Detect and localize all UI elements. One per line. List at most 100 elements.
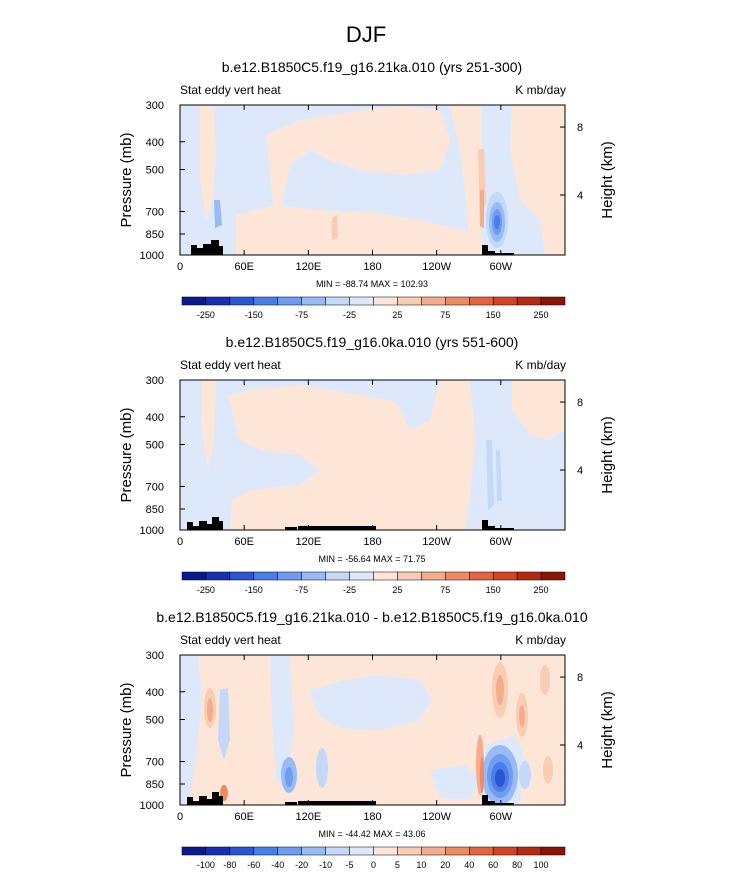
colorbar-swatch: [373, 571, 398, 581]
colorbar-swatch: [516, 296, 542, 306]
colorbar-swatch: [205, 846, 231, 856]
positive-region: [496, 675, 504, 705]
colorbar-label: -150: [245, 310, 263, 320]
negative-region: [214, 200, 222, 228]
x-tick-label: 60E: [234, 261, 254, 273]
colorbar-swatch: [277, 571, 302, 581]
y-tick-label: 500: [146, 440, 164, 452]
colorbar-label: -20: [295, 860, 308, 870]
min-max-stats: MIN = -44.42 MAX = 43.06: [318, 829, 425, 839]
topography-mask: [285, 527, 297, 530]
y-tick-label: 850: [146, 779, 164, 791]
y-tick-label: 300: [146, 375, 164, 387]
colorbar-swatch: [253, 846, 278, 856]
colorbar-label: 25: [392, 310, 402, 320]
colorbar-swatch: [421, 571, 446, 581]
y-tick-label: 500: [146, 715, 164, 727]
colorbar-label: 80: [512, 860, 522, 870]
x-tick-label: 120W: [422, 261, 451, 273]
positive-region: [200, 105, 216, 220]
topography-mask: [285, 802, 297, 805]
negative-region: [495, 769, 505, 787]
x-tick-label: 0: [177, 536, 183, 548]
colorbar-swatch: [492, 296, 518, 306]
colorbar-swatch: [397, 571, 422, 581]
colorbar-swatch: [325, 846, 350, 856]
colorbar-label: 10: [416, 860, 426, 870]
colorbar-swatch: [301, 846, 326, 856]
colorbar-swatch: [229, 846, 255, 856]
y-tick-label: 500: [146, 165, 164, 177]
colorbar-swatch: [181, 571, 207, 581]
panel-title: b.e12.B1850C5.f19_g16.21ka.010 (yrs 251-…: [222, 59, 522, 75]
colorbar-label: -75: [295, 310, 308, 320]
colorbar-label: -25: [343, 585, 356, 595]
colorbar-swatch: [469, 296, 494, 306]
y-right-tick-label: 8: [577, 122, 583, 134]
colorbar-label: -40: [271, 860, 284, 870]
y-tick-label: 1000: [140, 800, 164, 812]
colorbar-swatch: [397, 846, 422, 856]
colorbar-label: -150: [245, 585, 263, 595]
units-label: K mb/day: [515, 83, 566, 97]
colorbar-swatch: [253, 571, 278, 581]
colorbar-label: 75: [440, 585, 450, 595]
x-tick-label: 180: [363, 811, 381, 823]
panel-title: b.e12.B1850C5.f19_g16.0ka.010 (yrs 551-6…: [226, 334, 519, 350]
negative-region: [310, 675, 432, 730]
negative-region: [316, 748, 328, 788]
colorbar-swatch: [469, 571, 494, 581]
negative-region: [218, 688, 230, 760]
x-tick-label: 60E: [234, 811, 254, 823]
negative-region: [494, 215, 500, 229]
topography-mask: [191, 240, 223, 255]
colorbar-swatch: [421, 296, 446, 306]
colorbar-swatch: [301, 571, 326, 581]
colorbar-swatch: [492, 571, 518, 581]
positive-region: [519, 705, 525, 727]
min-max-stats: MIN = -88.74 MAX = 102.93: [316, 279, 428, 289]
y-tick-label: 400: [146, 137, 164, 149]
y-tick-label: 300: [146, 650, 164, 662]
y-tick-label: 300: [146, 100, 164, 112]
negative-region: [270, 655, 294, 790]
panel-title: b.e12.B1850C5.f19_g16.21ka.010 - b.e12.B…: [156, 609, 587, 625]
colorbar-label: -75: [295, 585, 308, 595]
colorbar-swatch: [421, 846, 446, 856]
colorbar-swatch: [205, 571, 231, 581]
x-tick-label: 180: [363, 261, 381, 273]
y-tick-label: 700: [146, 482, 164, 494]
x-tick-label: 120E: [295, 536, 321, 548]
y-tick-label: 1000: [140, 525, 164, 537]
positive-region: [266, 106, 450, 212]
panel-3: b.e12.B1850C5.f19_g16.21ka.010 - b.e12.B…: [156, 609, 588, 806]
x-tick-label: 60W: [490, 811, 513, 823]
colorbar-swatch: [229, 296, 255, 306]
panel-1: b.e12.B1850C5.f19_g16.21ka.010 (yrs 251-…: [179, 59, 566, 256]
y-tick-label: 1000: [140, 250, 164, 262]
y-tick-label: 400: [146, 412, 164, 424]
panel-2: b.e12.B1850C5.f19_g16.0ka.010 (yrs 551-6…: [179, 334, 566, 531]
colorbar-swatch: [516, 571, 542, 581]
positive-region: [512, 380, 565, 440]
colorbar-swatch: [229, 571, 255, 581]
colorbar-label: -10: [319, 860, 332, 870]
contour-field: [180, 380, 565, 530]
colorbar-swatch: [445, 571, 470, 581]
y-right-tick-label: 4: [577, 465, 583, 477]
colorbar-swatch: [445, 296, 470, 306]
colorbar-swatch: [540, 571, 566, 581]
positive-region: [202, 380, 216, 470]
x-tick-label: 120E: [295, 261, 321, 273]
colorbar-swatch: [301, 296, 326, 306]
positive-region: [236, 205, 482, 255]
y-right-tick-label: 8: [577, 672, 583, 684]
colorbar-swatch: [373, 846, 398, 856]
colorbar-label: -250: [197, 310, 215, 320]
positive-region: [332, 215, 338, 240]
colorbar-swatch: [469, 846, 494, 856]
x-tick-label: 120E: [295, 811, 321, 823]
positive-region: [480, 757, 484, 793]
positive-region: [207, 698, 213, 722]
